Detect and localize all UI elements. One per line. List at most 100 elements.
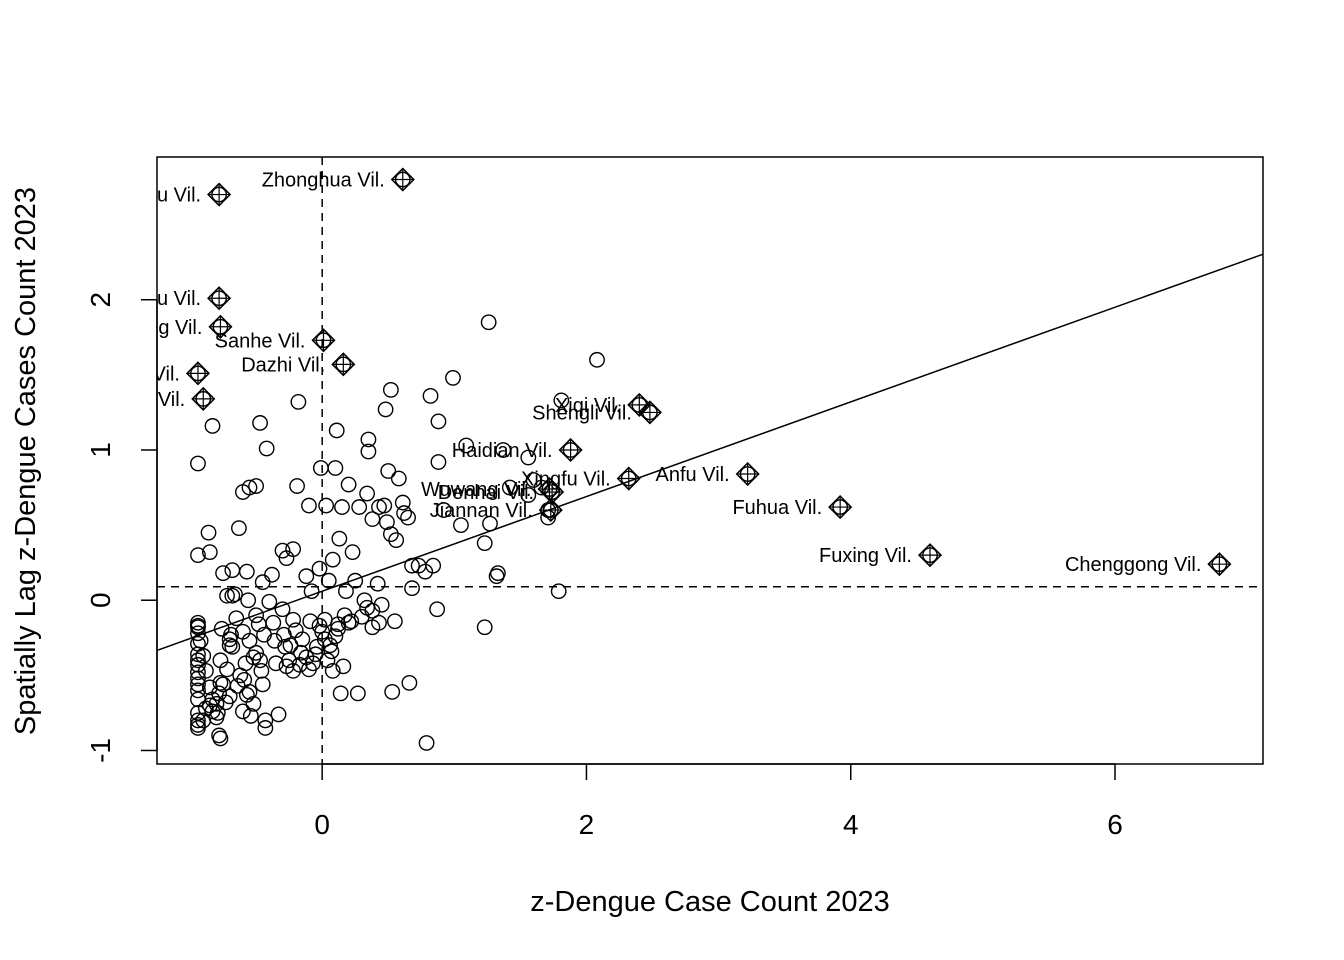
data-point	[293, 644, 309, 661]
data-point	[248, 644, 265, 661]
influential-point: Anfu Vil.	[656, 461, 760, 487]
data-point	[520, 449, 537, 466]
data-point	[550, 583, 567, 600]
data-point	[364, 511, 381, 527]
influential-point: Vil.	[158, 386, 216, 411]
data-point	[390, 470, 407, 487]
data-point	[344, 544, 361, 561]
data-point	[319, 652, 336, 669]
data-point	[224, 587, 241, 604]
influential-point: Shengli Vil.	[532, 400, 662, 425]
data-point	[541, 481, 558, 497]
data-point	[396, 505, 412, 521]
data-point	[520, 487, 537, 503]
data-point	[322, 637, 339, 654]
data-point	[544, 484, 560, 500]
data-point	[373, 596, 390, 613]
data-point	[369, 575, 386, 592]
data-point	[190, 617, 206, 634]
influential-point: Zhonghua Vil.	[262, 167, 415, 192]
data-point	[384, 683, 401, 700]
data-point	[252, 415, 268, 431]
influential-point: Vil.	[153, 361, 211, 386]
point-label: Vil.	[153, 363, 180, 385]
data-point	[250, 616, 267, 633]
data-point	[542, 502, 559, 518]
data-point	[332, 685, 349, 702]
x-tick-label: 0	[314, 809, 330, 840]
data-point	[338, 583, 354, 600]
data-point	[234, 703, 251, 720]
point-label: Chenggong Vil.	[1065, 554, 1201, 576]
influential-point: Jiannan Vil.	[430, 498, 563, 523]
data-point	[323, 643, 340, 660]
data-point	[227, 586, 243, 603]
data-point	[264, 566, 280, 583]
influential-point: u Vil.	[157, 286, 232, 311]
data-point	[231, 520, 247, 537]
data-point	[201, 544, 218, 561]
data-point	[211, 290, 228, 307]
data-point	[394, 494, 411, 511]
data-point	[254, 676, 271, 693]
data-point	[400, 509, 416, 526]
data-point	[490, 565, 506, 582]
data-point	[417, 563, 434, 580]
data-point	[382, 526, 399, 543]
point-label: Shengli Vil.	[532, 402, 632, 424]
x-tick-label: 4	[843, 809, 859, 840]
data-point	[533, 479, 550, 496]
data-point	[364, 602, 381, 619]
data-point	[356, 592, 373, 609]
data-point	[258, 440, 275, 457]
data-point	[418, 735, 435, 751]
influential-point: Xingfu Vil.	[521, 466, 641, 491]
data-point	[221, 688, 238, 705]
data-point	[303, 583, 320, 600]
y-tick-label: 0	[85, 592, 116, 608]
data-point	[208, 709, 225, 726]
data-point	[212, 730, 229, 747]
data-point	[347, 572, 364, 589]
point-label: Denhai Vil.	[438, 482, 534, 504]
data-point	[221, 637, 238, 654]
data-point	[476, 535, 493, 552]
data-point	[190, 676, 206, 693]
points-layer	[190, 314, 605, 751]
data-point	[425, 557, 442, 574]
data-point	[311, 560, 328, 577]
data-point	[620, 470, 637, 487]
labeled-points-layer: Zhonghua Vil. u Vil. u Vil. g Vil. Sanhe Vil…	[153, 167, 1232, 577]
data-point	[195, 647, 212, 664]
data-point	[922, 547, 938, 564]
influential-point: u Vil.	[157, 182, 232, 207]
data-point	[215, 676, 231, 693]
data-point	[330, 620, 346, 637]
data-point	[430, 413, 447, 430]
data-point	[349, 685, 366, 702]
data-point	[190, 547, 206, 564]
point-label: u Vil.	[157, 288, 201, 310]
data-point	[274, 542, 291, 559]
point-label: Haidian Vil.	[452, 440, 553, 462]
data-point	[331, 530, 348, 547]
point-label: Sanhe Vil.	[215, 330, 306, 352]
data-point	[190, 652, 206, 669]
point-label: Xingfu Vil.	[521, 469, 611, 491]
data-point	[832, 499, 849, 515]
data-point	[386, 613, 403, 630]
data-point	[219, 587, 235, 604]
point-label: u Vil.	[157, 185, 201, 207]
data-point	[248, 478, 265, 494]
data-point	[312, 460, 329, 476]
data-point	[480, 314, 497, 331]
data-point	[248, 607, 265, 624]
data-point	[495, 442, 512, 458]
data-point	[379, 514, 395, 531]
x-tick-label: 2	[579, 809, 595, 840]
data-point	[315, 332, 332, 349]
data-point	[739, 466, 756, 482]
data-point	[318, 497, 335, 514]
data-point	[195, 390, 212, 407]
data-point	[335, 658, 352, 675]
